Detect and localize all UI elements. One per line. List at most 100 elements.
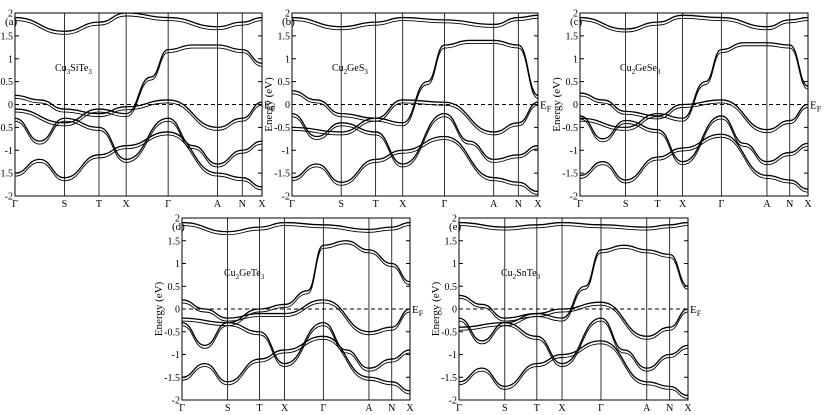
y-tick-label: -1.5	[164, 373, 180, 384]
band-line	[292, 112, 538, 165]
panel-label: (a)	[5, 16, 18, 28]
band-line	[15, 44, 262, 124]
band-line	[182, 321, 410, 369]
x-tick-label: N	[388, 403, 395, 414]
band-line	[182, 302, 410, 336]
panel-label: (c)	[570, 16, 583, 28]
y-tick-label: -0.5	[441, 327, 457, 338]
x-tick-label: T	[654, 199, 660, 210]
y-tick-label: 0.5	[278, 77, 291, 88]
y-tick-label: -1	[5, 146, 13, 157]
fermi-label: EF	[690, 304, 702, 318]
y-tick-label: 0.5	[566, 77, 579, 88]
y-tick-label: -1.5	[0, 169, 13, 180]
y-tick-label: 0	[452, 305, 457, 316]
band-line	[292, 39, 538, 133]
band-line	[459, 317, 688, 369]
y-tick-label: 1	[175, 259, 180, 270]
x-tick-label: Γ	[12, 199, 18, 210]
x-tick-label: X	[804, 199, 812, 210]
x-tick-label: A	[490, 199, 498, 210]
x-tick-label: T	[96, 199, 102, 210]
panel-label: (e)	[449, 221, 462, 233]
x-tick-label: A	[365, 403, 373, 414]
compound-title: Cu2SnTe3	[501, 268, 541, 281]
band-line	[580, 45, 808, 131]
band-line	[15, 131, 262, 188]
band-line	[15, 97, 262, 131]
y-tick-label: -1	[449, 350, 457, 361]
band-line	[292, 14, 538, 28]
band-line	[580, 17, 808, 33]
x-tick-label: S	[623, 199, 629, 210]
x-tick-label: X	[558, 403, 566, 414]
band-line	[292, 139, 538, 195]
band-line	[292, 17, 538, 31]
x-tick-label: X	[679, 199, 687, 210]
x-tick-label: N	[515, 199, 522, 210]
y-tick-label: 0	[8, 100, 13, 111]
band-line	[15, 134, 262, 191]
y-tick-label: -0.5	[164, 327, 180, 338]
x-tick-label: T	[534, 403, 540, 414]
compound-title: Cu2GeS3	[332, 63, 368, 76]
band-line	[459, 294, 688, 337]
y-tick-label: -0.5	[0, 123, 13, 134]
band-line	[182, 240, 410, 324]
y-tick-label: 1	[573, 54, 578, 65]
y-tick-label: -2	[5, 192, 13, 203]
fermi-label: EF	[264, 100, 276, 114]
y-tick-label: 1.5	[445, 236, 458, 247]
band-line	[292, 93, 538, 136]
band-line	[459, 225, 688, 231]
band-line	[580, 133, 808, 190]
band-line	[580, 14, 808, 30]
band-line	[580, 92, 808, 131]
y-tick-label: -0.5	[562, 123, 578, 134]
x-tick-label: Γ	[598, 403, 604, 414]
compound-title: Cu2GeTe3	[224, 268, 265, 281]
band-line	[580, 42, 808, 129]
band-line	[182, 338, 410, 395]
x-tick-label: X	[399, 199, 407, 210]
band-line	[580, 115, 808, 163]
x-tick-label: Γ	[320, 403, 326, 414]
band-line	[15, 13, 262, 32]
x-tick-label: X	[123, 199, 131, 210]
x-tick-label: X	[281, 403, 289, 414]
y-tick-label: -2	[570, 192, 578, 203]
fermi-label: EF	[412, 304, 424, 318]
band-line	[292, 43, 538, 136]
y-tick-label: -1	[282, 146, 290, 157]
y-tick-label: -1.5	[562, 169, 578, 180]
band-line	[292, 135, 538, 193]
x-tick-label: T	[256, 403, 262, 414]
x-tick-label: A	[643, 403, 651, 414]
y-tick-label: 2	[8, 9, 13, 20]
x-tick-label: N	[666, 403, 673, 414]
y-tick-label: -1	[570, 146, 578, 157]
y-tick-label: 0.5	[445, 282, 458, 293]
x-tick-label: N	[786, 199, 793, 210]
y-tick-label: 1.5	[1, 31, 14, 42]
band-line	[580, 136, 808, 193]
compound-title: Cu3SiTe3	[55, 63, 92, 76]
panel-label: (d)	[172, 221, 185, 233]
band-line	[182, 225, 410, 236]
x-tick-label: Γ	[456, 403, 462, 414]
band-line	[292, 116, 538, 168]
y-tick-label: -1.5	[441, 373, 457, 384]
y-tick-label: 0.5	[1, 77, 14, 88]
y-tick-label: -2	[282, 192, 290, 203]
x-tick-label: X	[258, 199, 266, 210]
band-line	[182, 335, 410, 392]
x-tick-label: Γ	[165, 199, 171, 210]
y-axis-label: Energy (eV)	[551, 77, 563, 132]
x-tick-label: A	[214, 199, 222, 210]
x-tick-label: X	[684, 403, 692, 414]
band-line	[15, 47, 262, 127]
band-line	[459, 247, 688, 331]
y-tick-label: 2	[175, 214, 180, 225]
